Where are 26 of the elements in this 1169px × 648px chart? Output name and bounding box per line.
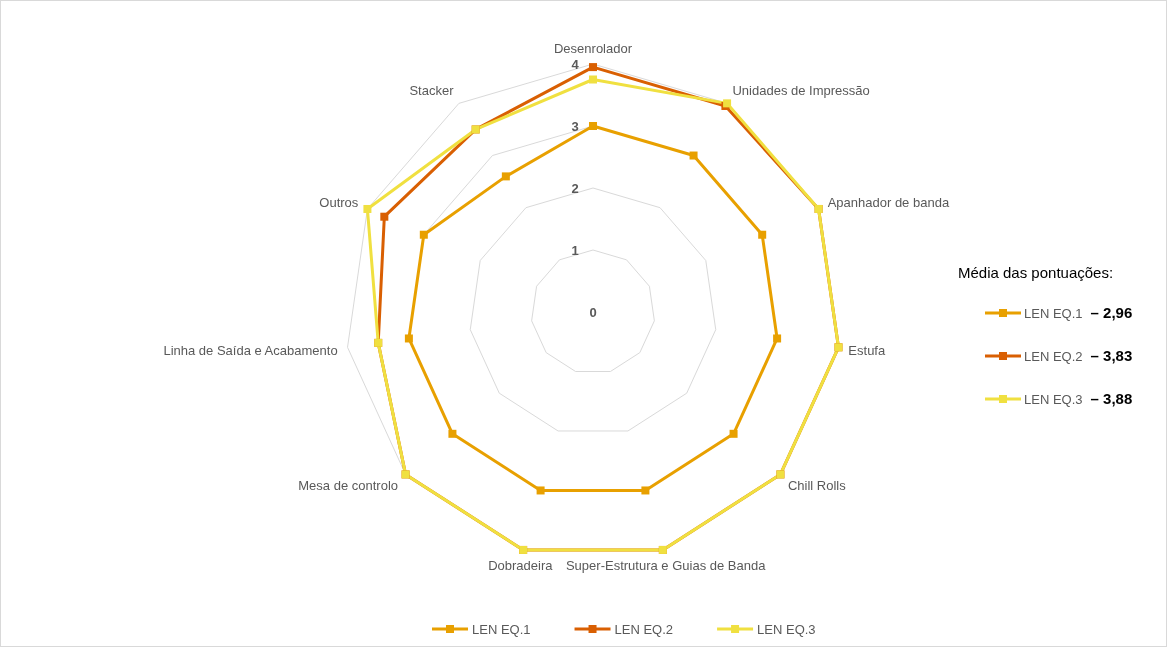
legend-title: Média das pontuações:	[958, 264, 1114, 281]
legend-label: LEN EQ.1	[472, 622, 531, 637]
legend-label: LEN EQ.3	[757, 622, 816, 637]
spoke-label: Super-Estrutura e Guias de Banda	[565, 558, 767, 574]
spoke-label: Chill Rolls	[787, 477, 847, 493]
text: LEN EQ.2	[1024, 349, 1083, 364]
legend-label: LEN EQ.2	[614, 622, 674, 637]
spoke-label: Stacker	[409, 82, 455, 98]
text: – 3,88	[1090, 390, 1133, 407]
spoke-label: Estufa	[848, 342, 886, 358]
y-tick-label: 0	[589, 305, 597, 320]
y-tick-label: 2	[571, 181, 579, 196]
text: LEN EQ.1	[1024, 306, 1083, 321]
spoke-label: Linha de Saída e Acabamento	[163, 342, 338, 358]
spoke-label: Mesa de controlo	[298, 477, 399, 493]
y-tick-label: 3	[571, 119, 579, 134]
y-tick-label: 1	[571, 243, 579, 258]
spoke-label: Unidades de Impressão	[732, 82, 870, 98]
y-tick-label: 4	[571, 57, 580, 72]
spoke-label: Dobradeira	[488, 558, 554, 574]
text: – 3,83	[1090, 347, 1133, 364]
spoke-label: Desenrolador	[553, 41, 633, 56]
spoke-label: Apanhador de banda	[827, 195, 950, 211]
text: – 2,96	[1090, 304, 1133, 321]
text: LEN EQ.3	[1024, 392, 1083, 407]
spoke-label: Outros	[319, 195, 359, 211]
